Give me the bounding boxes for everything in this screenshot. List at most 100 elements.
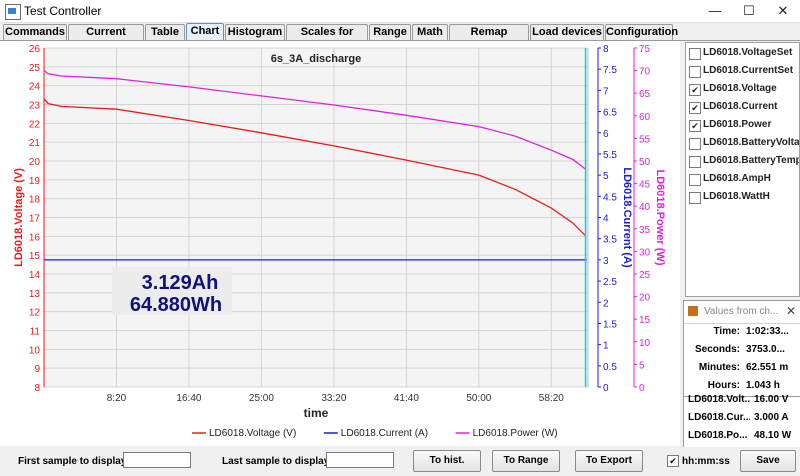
series-key: LD6018.Po... [688, 430, 748, 441]
checkbox-batteryvoltage[interactable] [689, 138, 701, 150]
series-check-current[interactable]: ✔ LD6018.Current [689, 99, 799, 117]
values-row-hours: Hours: 1.043 h [686, 377, 798, 395]
tab-commands[interactable]: Commands [3, 24, 67, 40]
x-tick-label: 58:20 [539, 393, 564, 404]
right-axis-tick-label: 6 [603, 129, 609, 140]
last-sample-label: Last sample to display: [222, 456, 333, 467]
checkbox-batterytemp[interactable] [689, 156, 701, 168]
series-check-batteryvoltage[interactable]: LD6018.BatteryVoltage [689, 135, 799, 153]
checkbox-current[interactable]: ✔ [689, 102, 701, 114]
chart-svg[interactable]: 8910111213141516171819202122232425268:20… [0, 41, 680, 446]
series-check-voltage[interactable]: ✔ LD6018.Voltage [689, 81, 799, 99]
series-check-power[interactable]: ✔ LD6018.Power [689, 117, 799, 135]
right-axis-tick-label: 8 [603, 44, 609, 55]
checkbox-voltage[interactable]: ✔ [689, 84, 701, 96]
minimize-button[interactable]: — [708, 3, 722, 18]
tab-remap-handles[interactable]: Remap handles [449, 24, 529, 53]
right-axis-tick-label: 25 [639, 270, 651, 281]
checkbox-label: LD6018.BatteryTemp [703, 155, 799, 166]
annotation-background [112, 267, 232, 315]
close-icon[interactable]: ✕ [785, 304, 796, 318]
annotation-watth: 64.880Wh [130, 294, 222, 316]
x-tick-label: 41:40 [394, 393, 419, 404]
series-check-watth[interactable]: LD6018.WattH [689, 189, 799, 207]
series-check-batterytemp[interactable]: LD6018.BatteryTemp [689, 153, 799, 171]
separator [684, 396, 800, 397]
voltage-tick-label: 16 [29, 232, 41, 243]
right-axis-tick-label: 40 [639, 202, 651, 213]
to-hist-button[interactable]: To hist. [413, 450, 481, 472]
right-axis-tick-label: 4.5 [603, 192, 617, 203]
right-axis-tick-label: 5 [603, 171, 609, 182]
checkbox-voltageset[interactable] [689, 48, 701, 60]
voltage-axis-title: LD6018.Voltage (V) [13, 168, 25, 267]
close-button[interactable]: ✕ [777, 3, 789, 18]
tab-configuration[interactable]: Configuration [605, 24, 679, 40]
power-axis-title: LD6018.Power (W) [654, 170, 666, 266]
voltage-tick-label: 15 [29, 251, 41, 262]
value-value: 3753.0... [746, 344, 785, 355]
tab-current-values[interactable]: Current values [68, 24, 144, 53]
voltage-tick-label: 10 [29, 345, 41, 356]
values-row-power: LD6018.Po... 48.10 W [686, 427, 798, 445]
right-axis-tick-label: 50 [639, 157, 651, 168]
maximize-button[interactable]: ☐ [743, 3, 755, 18]
voltage-tick-label: 18 [29, 195, 41, 206]
checkbox-amph[interactable] [689, 174, 701, 186]
checkbox-currentset[interactable] [689, 66, 701, 78]
right-axis-tick-label: 6.5 [603, 108, 617, 119]
right-axis-tick-label: 2.5 [603, 277, 617, 288]
series-value: 3.000 A [754, 412, 789, 423]
first-sample-input[interactable] [123, 452, 191, 468]
last-sample-input[interactable] [326, 452, 394, 468]
first-sample-label: First sample to display: [18, 456, 130, 467]
chart-panel: 8 9 10 11 12 13 14 15 16 17 18 19 20 21 22 23 24 25 26 8:20… [0, 41, 680, 446]
right-axis-tick-label: 0 [639, 383, 645, 394]
series-check-voltageset[interactable]: LD6018.VoltageSet [689, 45, 799, 63]
values-row-voltage: LD6018.Volt... 16.00 V [686, 391, 798, 409]
right-axis-tick-label: 60 [639, 112, 651, 123]
bottom-toolbar: First sample to display: Last sample to … [0, 447, 800, 475]
app-icon [5, 4, 21, 20]
checkbox-power[interactable]: ✔ [689, 120, 701, 132]
window-title: Test Controller [24, 4, 102, 18]
java-icon [688, 306, 698, 316]
voltage-tick-label: 21 [29, 138, 41, 149]
value-value: 1:02:33... [746, 326, 789, 337]
value-value: 62.551 m [746, 362, 789, 373]
x-tick-label: 8:20 [107, 393, 127, 404]
x-tick-label: 50:00 [466, 393, 491, 404]
values-window-titlebar[interactable]: Values from ch... ✕ [684, 301, 800, 324]
tab-table[interactable]: Table [145, 24, 185, 40]
right-axis-tick-label: 7 [603, 86, 609, 97]
x-tick-label: 25:00 [249, 393, 274, 404]
series-value: 16.00 V [754, 394, 789, 405]
legend-entry: LD6018.Voltage (V) [209, 428, 296, 439]
value-key: Time: [713, 326, 741, 337]
tab-load-devices[interactable]: Load devices [530, 24, 604, 40]
save-button[interactable]: Save [740, 450, 796, 472]
right-axis-tick-label: 55 [639, 134, 651, 145]
series-checklist: LD6018.VoltageSet LD6018.CurrentSet ✔ LD… [685, 42, 800, 297]
tab-math[interactable]: Math [412, 24, 448, 40]
to-range-button[interactable]: To Range [492, 450, 560, 472]
series-line-2 [43, 70, 587, 171]
series-check-currentset[interactable]: LD6018.CurrentSet [689, 63, 799, 81]
tab-histogram[interactable]: Histogram [225, 24, 285, 40]
checkbox-watth[interactable] [689, 192, 701, 204]
to-export-button[interactable]: To Export [575, 450, 643, 472]
values-row-seconds: Seconds: 3753.0... [686, 341, 798, 359]
tab-range[interactable]: Range [369, 24, 411, 40]
tab-chart[interactable]: Chart [186, 23, 224, 41]
voltage-tick-label: 17 [29, 214, 41, 225]
right-axis-tick-label: 30 [639, 247, 651, 258]
checkbox-label: LD6018.Voltage [703, 83, 777, 94]
right-axis-tick-label: 1 [603, 341, 609, 352]
hhmmss-checkbox[interactable]: ✔ [667, 455, 679, 467]
series-check-amph[interactable]: LD6018.AmpH [689, 171, 799, 189]
values-row-current: LD6018.Cur... 3.000 A [686, 409, 798, 427]
tab-scales-for-chart[interactable]: Scales for chart [286, 24, 368, 53]
voltage-tick-label: 24 [29, 82, 41, 93]
x-tick-label: 16:40 [176, 393, 201, 404]
right-axis-tick-label: 1.5 [603, 319, 617, 330]
